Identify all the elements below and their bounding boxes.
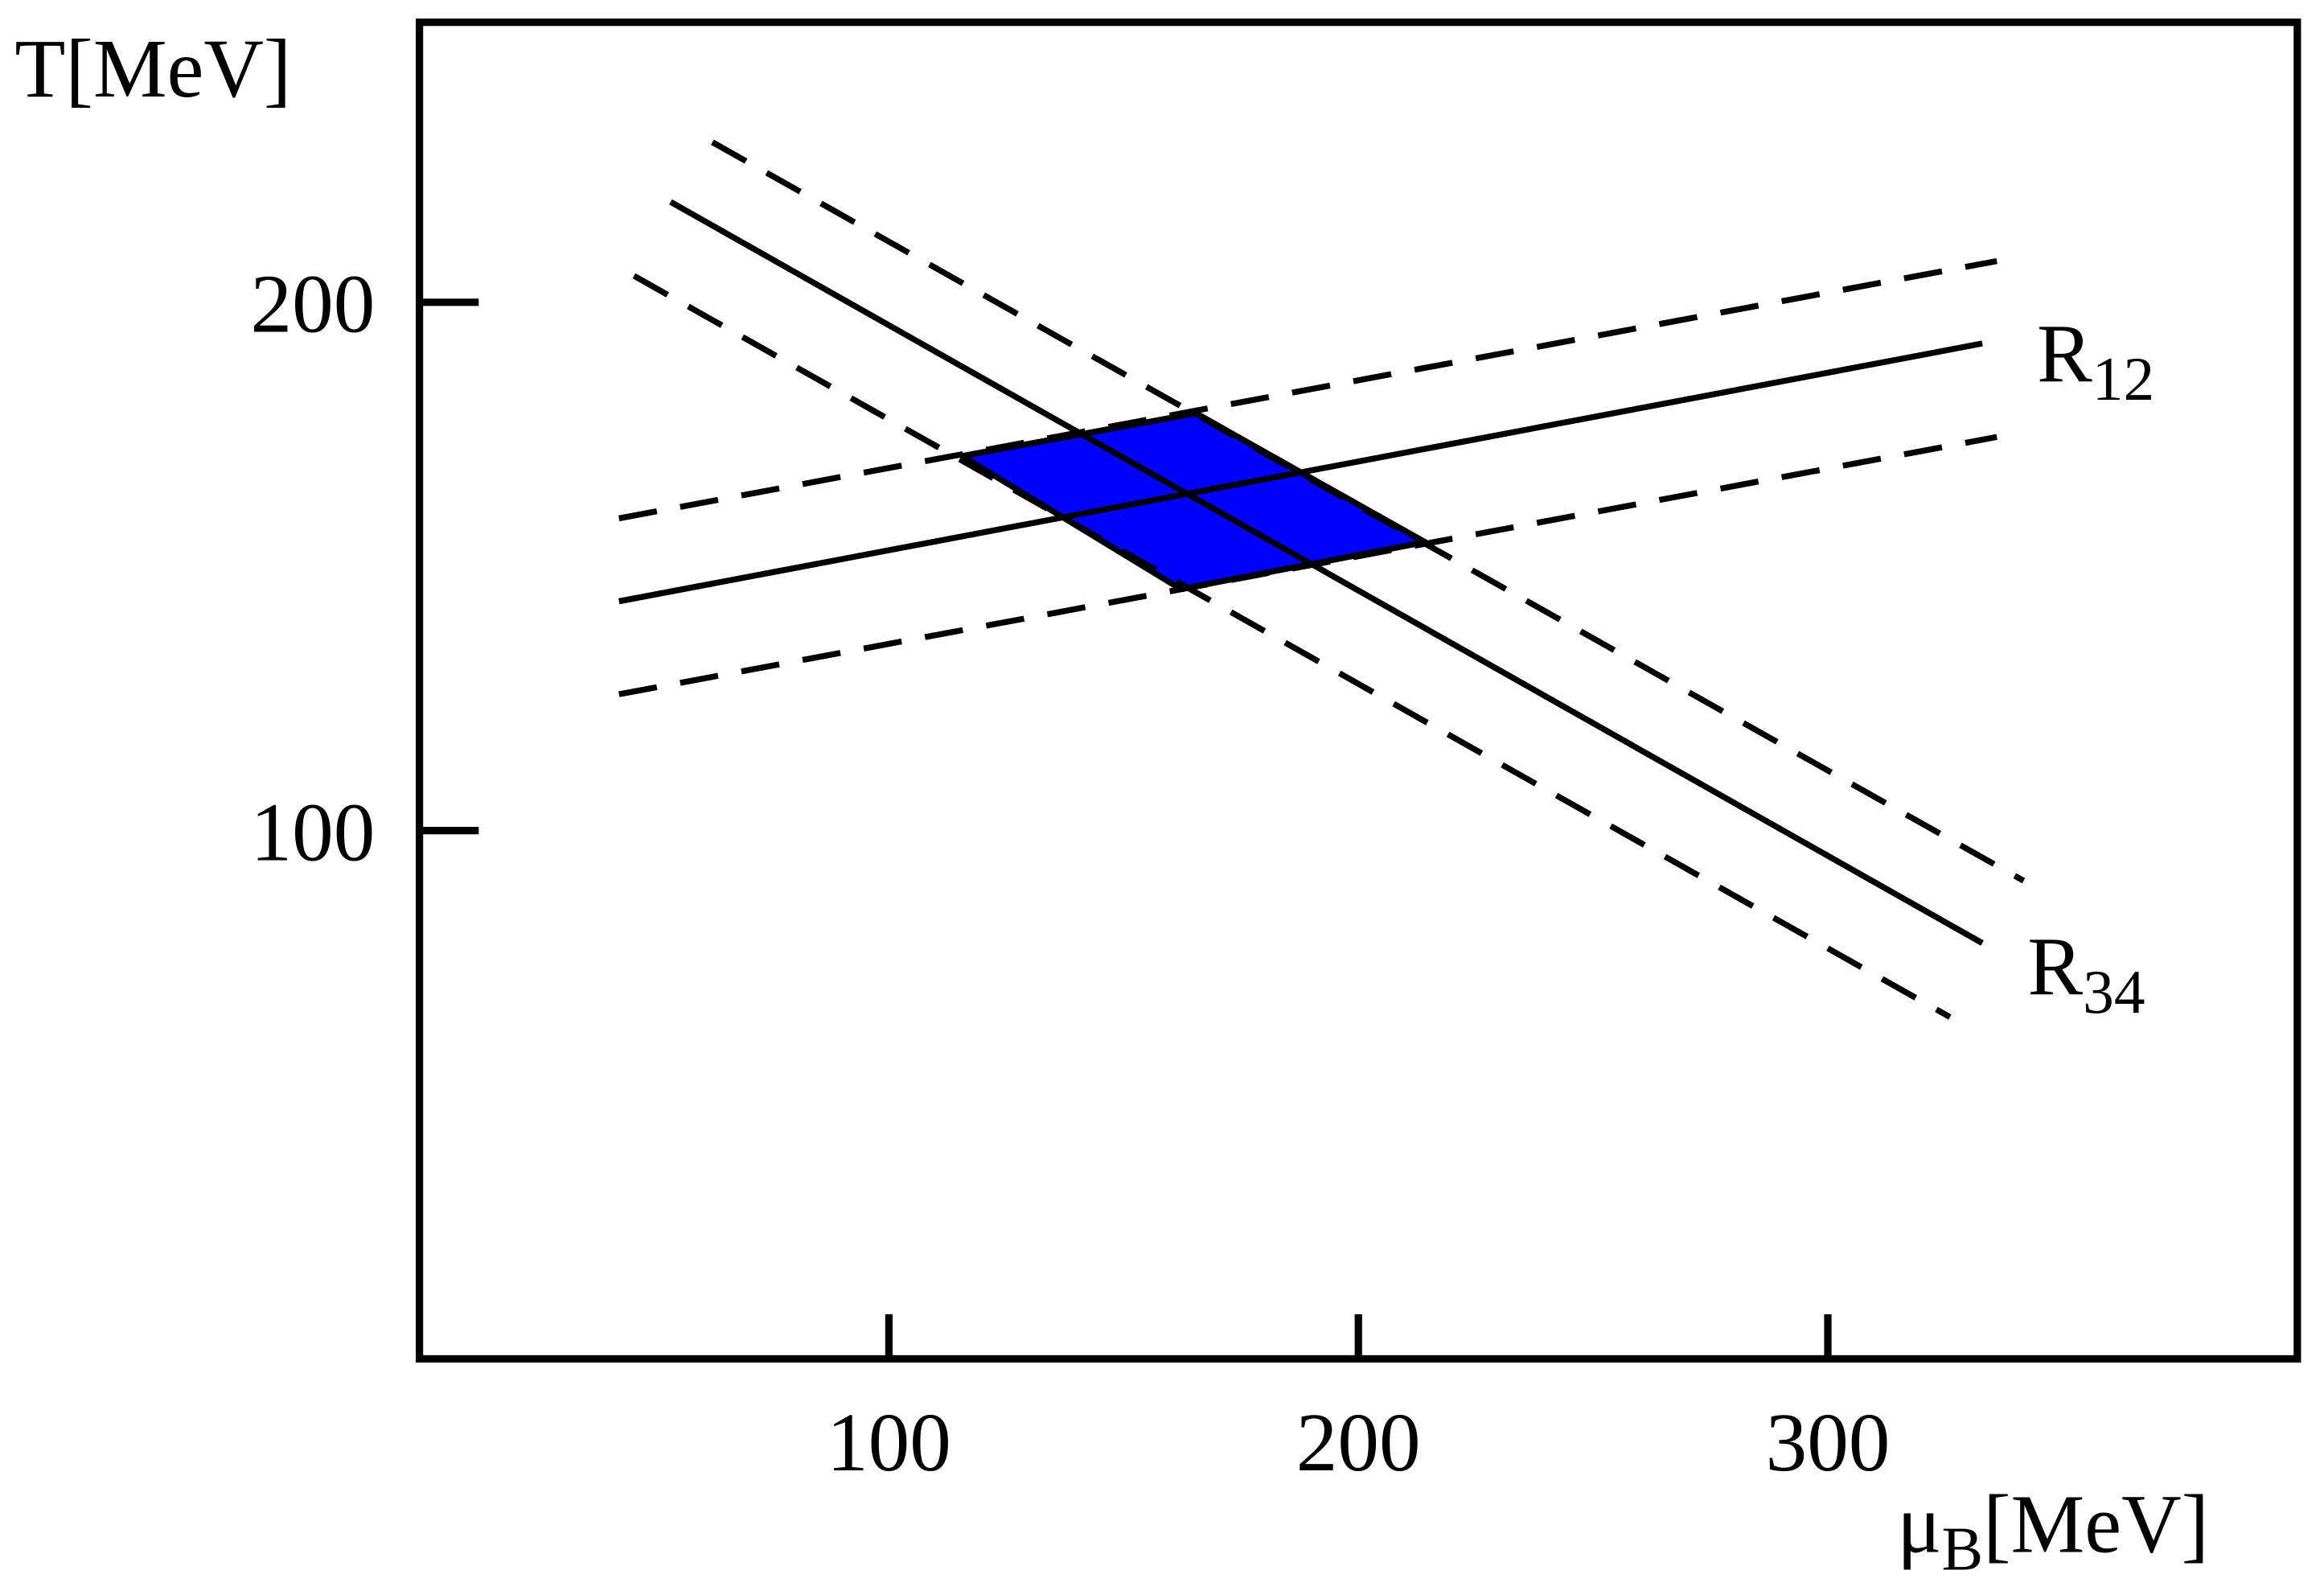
y-tick-label: 100 [250,787,375,878]
line-label-sub: 34 [2083,957,2145,1026]
x-tick-label: 300 [1766,1397,1891,1489]
y-axis-label: T[MeV] [14,23,291,115]
line-label-sub: 12 [2092,344,2154,413]
plot-frame [415,18,2301,1363]
x-axis-label: μB[MeV] [1897,1478,2209,1583]
line-label-base: R [2037,309,2092,401]
line [711,139,2026,884]
y-tick-label: 200 [250,259,375,351]
x-axis-label-base: μ [1897,1478,1941,1570]
line-label: R34 [2027,922,2145,1026]
x-tick-label: 200 [1296,1397,1421,1489]
line-label-base: R [2027,922,2083,1013]
x-axis-label-sub: B [1942,1515,1984,1584]
x-tick-label: 100 [827,1397,951,1489]
line [669,199,1984,946]
line [618,340,1983,605]
x-axis-label-suffix: [MeV] [1983,1478,2209,1570]
line [618,257,1998,522]
line [632,273,1952,1020]
line-label: R12 [2037,309,2154,413]
line [618,434,1998,697]
